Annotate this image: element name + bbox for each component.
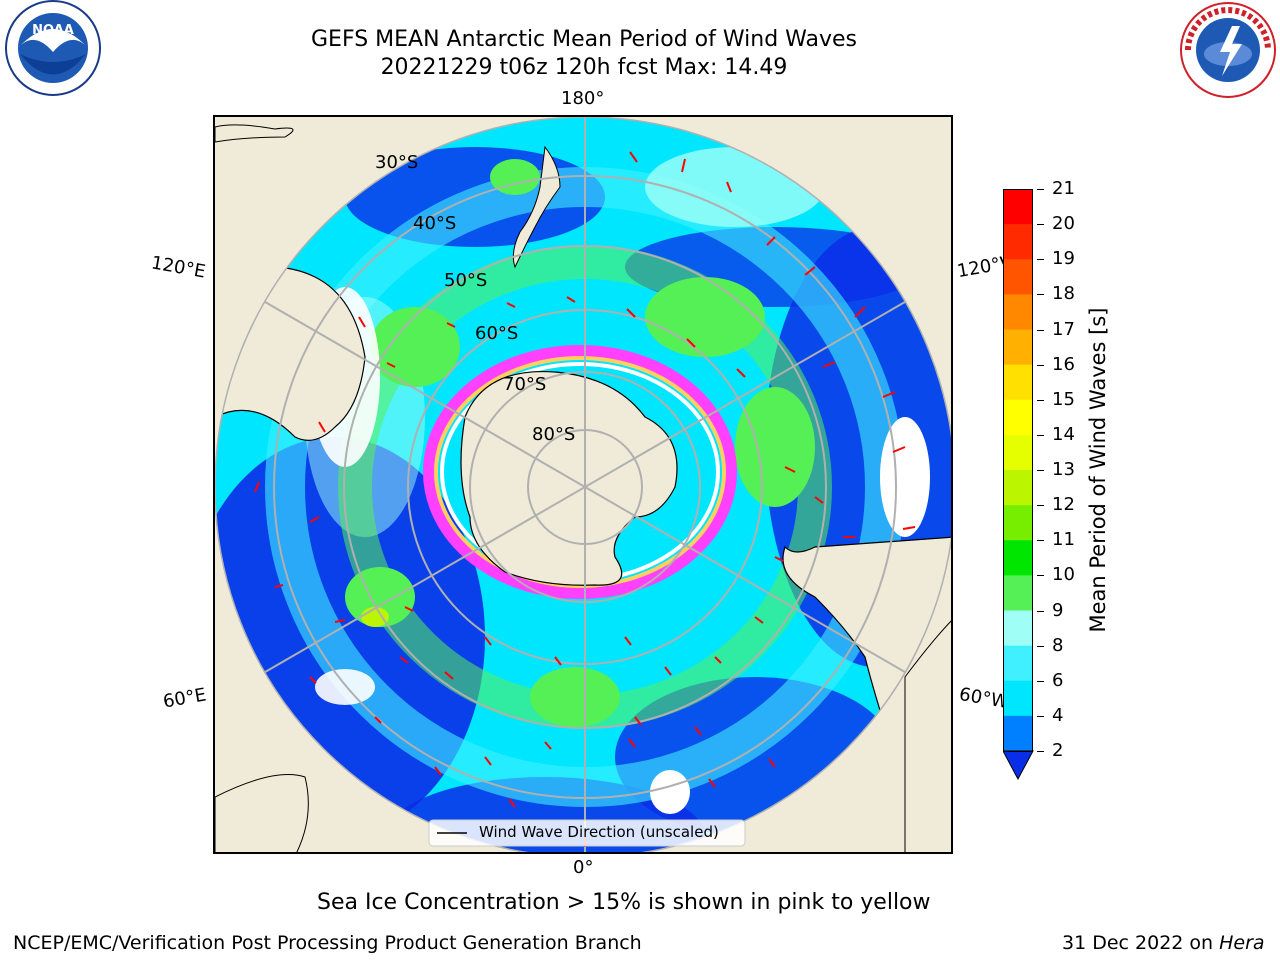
colorbar-tick-mark — [1037, 224, 1044, 226]
colorbar-segment — [1003, 680, 1033, 717]
legend-label: Wind Wave Direction (unscaled) — [479, 823, 719, 841]
colorbar-tick-label: 11 — [1052, 529, 1075, 551]
ocean-field — [215, 117, 951, 852]
colorbar-tick-mark — [1037, 364, 1044, 366]
map-frame: Wind Wave Direction (unscaled) — [213, 115, 953, 854]
colorbar-tick-mark — [1037, 575, 1044, 577]
colorbar-tick-label: 21 — [1052, 178, 1075, 199]
colorbar-segment — [1003, 189, 1033, 225]
colorbar-tick-mark — [1037, 470, 1044, 471]
colorbar-tick-mark — [1037, 540, 1044, 542]
colorbar-segment — [1003, 399, 1033, 436]
colorbar-tick-label: 4 — [1052, 704, 1064, 726]
lat-label-70s: 70°S — [503, 374, 547, 395]
map-title: GEFS MEAN Antarctic Mean Period of Wind … — [311, 27, 857, 52]
colorbar-frame — [1003, 189, 1033, 752]
colorbar-tick-label: 17 — [1052, 318, 1075, 340]
wind-direction-arrows — [254, 151, 916, 847]
national-weather-service-logo — [1176, 0, 1280, 100]
colorbar-extend-triangle — [1002, 750, 1034, 781]
colorbar-tick-label: 20 — [1052, 213, 1075, 235]
colorbar-tick-mark — [1037, 294, 1044, 296]
colorbar-tick-mark — [1037, 259, 1044, 261]
colorbar-tick-label: 13 — [1052, 459, 1075, 480]
colorbar-tick-mark — [1037, 189, 1044, 190]
colorbar-tick-label: 9 — [1052, 599, 1064, 621]
colorbar-tick-label: 19 — [1052, 248, 1075, 270]
sea-ice-note: Sea Ice Concentration > 15% is shown in … — [317, 890, 931, 915]
colorbar-tick-label: 16 — [1052, 353, 1075, 375]
colorbar-segment — [1003, 540, 1033, 576]
colorbar-tick-label: 10 — [1052, 564, 1075, 586]
lon-label-0: 0° — [573, 857, 594, 878]
colorbar-segment — [1003, 715, 1033, 752]
colorbar-segment — [1003, 645, 1033, 682]
colorbar-tick-label: 14 — [1052, 423, 1075, 445]
colorbar-segment — [1003, 364, 1033, 401]
noaa-logo: NOAA — [2, 0, 104, 100]
colorbar-segment — [1003, 505, 1033, 541]
colorbar-segment — [1003, 575, 1033, 611]
lat-label-40s: 40°S — [413, 213, 457, 234]
colorbar-segment — [1003, 329, 1033, 366]
colorbar-tick-label: 6 — [1052, 669, 1064, 691]
colorbar-tick-mark — [1037, 751, 1044, 752]
colorbar — [1002, 189, 1037, 781]
lat-label-30s: 30°S — [375, 152, 419, 173]
colorbar-tick-mark — [1037, 610, 1044, 612]
colorbar-tick-label: 18 — [1052, 283, 1075, 305]
lon-label-60e: 60°E — [161, 684, 208, 713]
colorbar-tick-mark — [1037, 434, 1044, 436]
colorbar-segment — [1003, 610, 1033, 647]
footer-branch: NCEP/EMC/Verification Post Processing Pr… — [13, 932, 642, 954]
new-zealand-landmass — [512, 145, 561, 269]
footer-date: 31 Dec 2022 on Hera — [1062, 932, 1265, 954]
colorbar-tick-mark — [1037, 505, 1044, 507]
lat-label-60s: 60°S — [475, 323, 519, 344]
colorbar-tick-label: 2 — [1052, 740, 1064, 761]
lon-label-120e: 120°E — [149, 252, 208, 283]
colorbar-segment — [1003, 294, 1033, 330]
wind-wave-legend — [428, 819, 746, 847]
colorbar-tick-mark — [1037, 715, 1044, 717]
colorbar-segment — [1003, 434, 1033, 471]
colorbar-segment — [1003, 224, 1033, 260]
svg-text:NOAA: NOAA — [32, 23, 74, 38]
colorbar-tick-label: 12 — [1052, 494, 1075, 516]
colorbar-segment — [1003, 259, 1033, 295]
lat-label-80s: 80°S — [532, 424, 576, 445]
colorbar-tick-mark — [1037, 680, 1044, 682]
graticule — [215, 117, 951, 852]
footer-machine: Hera — [1219, 932, 1265, 954]
colorbar-tick-mark — [1037, 329, 1044, 331]
colorbar-tick-label: 15 — [1052, 388, 1075, 410]
colorbar-tick-label: 8 — [1052, 634, 1064, 656]
lon-label-180: 180° — [561, 88, 605, 109]
colorbar-tick-mark — [1037, 399, 1044, 401]
lat-label-50s: 50°S — [444, 270, 488, 291]
colorbar-segment — [1003, 470, 1033, 506]
colorbar-tick-mark — [1037, 645, 1044, 647]
footer-date-text: 31 Dec 2022 on — [1062, 932, 1220, 954]
map-subtitle: 20221229 t06z 120h fcst Max: 14.49 — [380, 55, 788, 80]
colorbar-label: Mean Period of Wind Waves [s] — [1086, 307, 1110, 633]
